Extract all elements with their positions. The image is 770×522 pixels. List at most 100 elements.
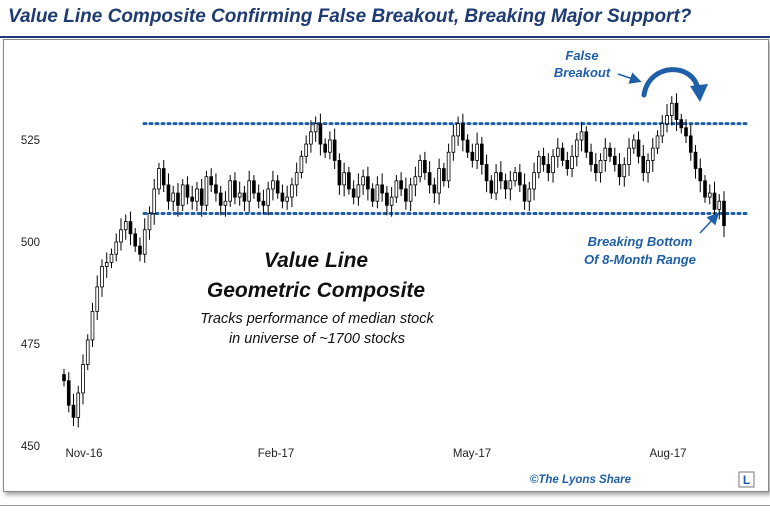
candle-down bbox=[256, 192, 261, 202]
candle-up bbox=[655, 135, 660, 149]
candle-down bbox=[323, 143, 327, 153]
candle-down bbox=[404, 188, 408, 202]
candle-up bbox=[266, 188, 270, 206]
candle-up bbox=[85, 339, 90, 365]
candle-down bbox=[128, 221, 133, 235]
candle-up bbox=[247, 180, 251, 202]
candle-up bbox=[669, 102, 674, 116]
candle-up bbox=[313, 123, 318, 133]
candle-up bbox=[650, 147, 655, 161]
candle-up bbox=[290, 184, 294, 198]
candle-up bbox=[394, 180, 399, 198]
candle-down bbox=[546, 164, 551, 174]
candle-up bbox=[90, 310, 95, 341]
candle-down bbox=[209, 176, 214, 186]
candle-up bbox=[707, 192, 712, 198]
watermark-logo-box bbox=[738, 471, 755, 488]
candle-down bbox=[347, 172, 351, 190]
candle-down bbox=[185, 184, 190, 198]
candle-down bbox=[275, 180, 280, 194]
candle-down bbox=[176, 192, 180, 206]
y-tick-label: 475 bbox=[21, 339, 40, 351]
y-tick-label: 450 bbox=[21, 441, 40, 453]
candle-down bbox=[261, 200, 266, 206]
breaking-bottom-label-1: Breaking Bottom bbox=[588, 234, 693, 249]
candle-up bbox=[555, 147, 560, 157]
candle-down bbox=[560, 147, 565, 161]
candle-down bbox=[722, 200, 726, 227]
candle-down bbox=[489, 180, 494, 194]
candle-up bbox=[646, 160, 650, 174]
false-breakout-label-1: False bbox=[565, 48, 598, 63]
false-breakout-label-2: Breakout bbox=[554, 65, 611, 80]
candle-up bbox=[527, 188, 532, 202]
candle-down bbox=[161, 168, 166, 186]
candle-up bbox=[309, 131, 313, 145]
candle-down bbox=[432, 184, 437, 194]
candle-down bbox=[484, 164, 489, 182]
candle-up bbox=[299, 155, 304, 174]
candle-up bbox=[356, 184, 361, 198]
candle-up bbox=[574, 139, 579, 157]
candle-up bbox=[81, 363, 85, 394]
candle-down bbox=[684, 127, 688, 137]
headline-line-2: Geometric Composite bbox=[207, 279, 426, 302]
candle-down bbox=[541, 155, 546, 165]
candle-down bbox=[617, 164, 622, 178]
candle-down bbox=[332, 139, 337, 161]
candle-up bbox=[271, 180, 275, 190]
y-tick-label: 500 bbox=[21, 237, 40, 249]
candle-up bbox=[104, 261, 109, 267]
reversal-arc-arrow bbox=[641, 67, 701, 98]
x-tick-label: Nov-16 bbox=[65, 448, 102, 460]
candle-down bbox=[470, 151, 475, 161]
candle-down bbox=[679, 119, 684, 129]
watermark: ©The Lyons Share bbox=[530, 474, 632, 486]
candle-up bbox=[328, 139, 332, 153]
candle-down bbox=[584, 131, 589, 153]
candle-down bbox=[442, 168, 446, 182]
candle-down bbox=[199, 188, 204, 206]
candle-up bbox=[456, 123, 460, 137]
candle-up bbox=[717, 200, 722, 210]
candle-up bbox=[195, 188, 199, 202]
candle-down bbox=[641, 155, 646, 174]
subtext-line-2: in universe of ~1700 stocks bbox=[229, 331, 405, 347]
false-breakout-arrow bbox=[617, 72, 642, 84]
candle-down bbox=[190, 196, 195, 202]
candle-down bbox=[565, 160, 570, 169]
candle-down bbox=[380, 184, 384, 194]
candle-down bbox=[214, 184, 218, 194]
candle-down bbox=[133, 233, 138, 247]
candle-down bbox=[589, 151, 593, 165]
candle-up bbox=[147, 213, 152, 231]
candle-down bbox=[612, 155, 617, 165]
candle-up bbox=[537, 155, 541, 174]
footer-divider bbox=[0, 505, 770, 506]
candle-up bbox=[114, 241, 119, 255]
breaking-bottom-label-2: Of 8-Month Range bbox=[584, 252, 696, 267]
watermark-logo: L bbox=[743, 473, 750, 487]
candle-up bbox=[418, 160, 422, 178]
candle-up bbox=[603, 147, 608, 161]
candle-down bbox=[593, 164, 598, 174]
candle-down bbox=[480, 143, 484, 165]
candle-up bbox=[100, 266, 104, 288]
title-divider bbox=[0, 36, 770, 38]
candle-down bbox=[503, 180, 508, 190]
headline-line-1: Value Line bbox=[264, 249, 369, 272]
candle-down bbox=[688, 135, 693, 153]
candle-up bbox=[157, 168, 161, 190]
candle-down bbox=[518, 172, 522, 186]
candle-down bbox=[218, 192, 223, 206]
candle-up bbox=[475, 143, 479, 161]
candle-up bbox=[119, 229, 123, 243]
candle-up bbox=[513, 172, 517, 182]
x-tick-label: Feb-17 bbox=[258, 448, 294, 460]
candle-up bbox=[570, 155, 574, 169]
candle-up bbox=[361, 176, 365, 186]
candle-up bbox=[631, 139, 636, 149]
candle-up bbox=[551, 155, 555, 174]
candle-down bbox=[693, 151, 698, 169]
candle-up bbox=[95, 286, 100, 312]
